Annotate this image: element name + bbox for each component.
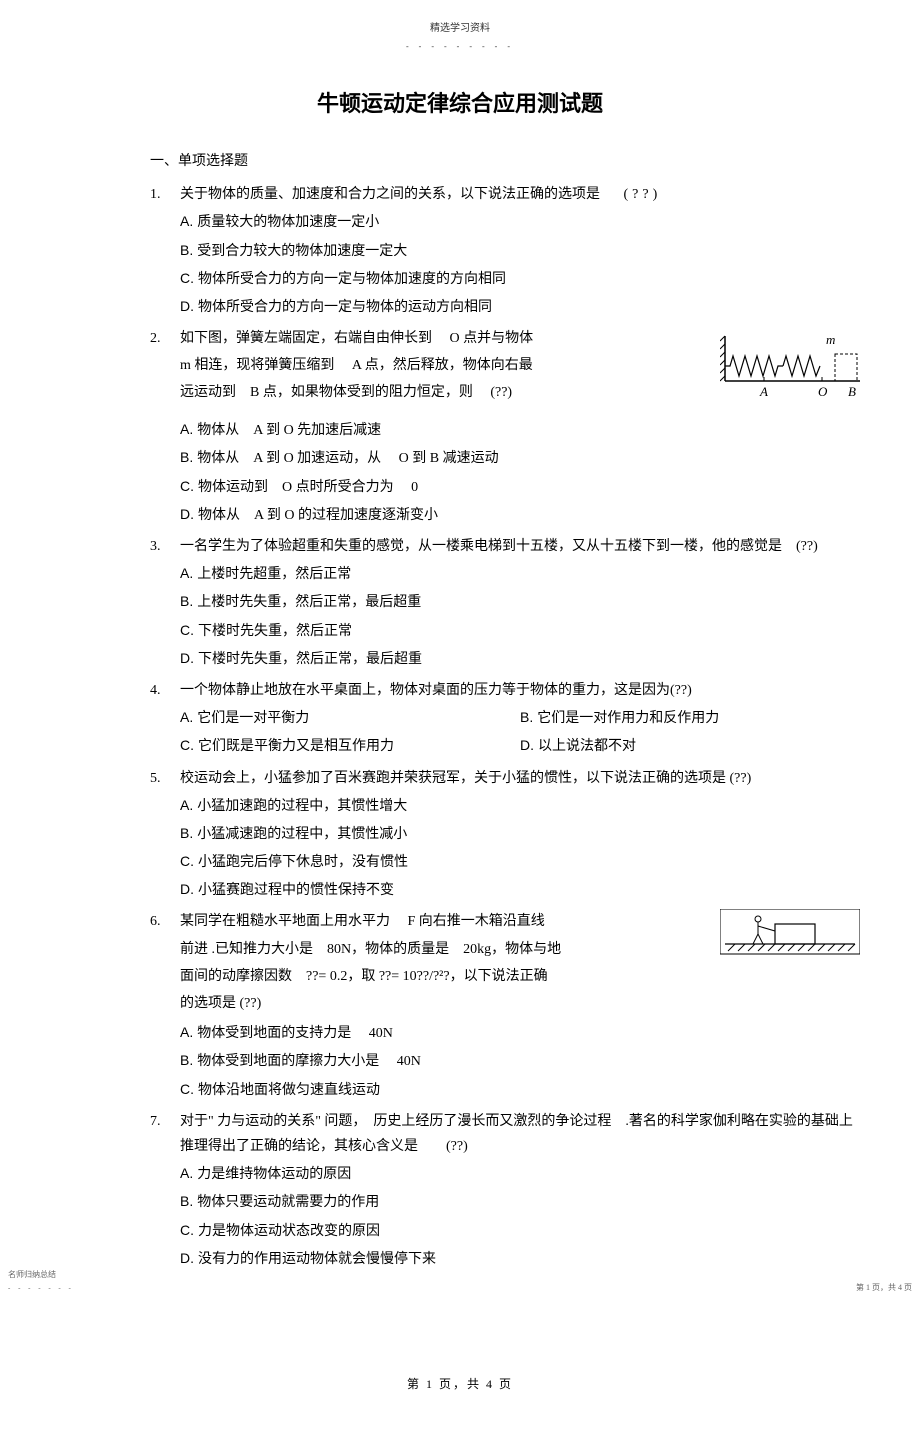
q7-number: 7. [150, 1109, 180, 1274]
q5-option-a: A.小猛加速跑的过程中，其惯性增大 [180, 793, 860, 819]
q2-figure: m A O B [720, 326, 860, 415]
q6-text-line4: 的选项是 (??) [180, 991, 860, 1016]
q5-number: 5. [150, 766, 180, 906]
q3-options: A.上楼时先超重，然后正常 B.上楼时先失重，然后正常，最后超重 C.下楼时先失… [180, 561, 860, 672]
q4-number: 4. [150, 678, 180, 762]
question-1: 1. 关于物体的质量、加速度和合力之间的关系，以下说法正确的选项是 (??) A… [60, 182, 860, 322]
q6-option-c: C.物体沿地面将做匀速直线运动 [180, 1077, 860, 1103]
q5-option-b: B.小猛减速跑的过程中，其惯性减小 [180, 821, 860, 847]
question-6: 6. [60, 909, 860, 1104]
q7-text: 对于" 力与运动的关系" 问题， 历史上经历了漫长而又激烈的争论过程 .著名的科… [180, 1109, 860, 1159]
header-label: 精选学习资料 [60, 20, 860, 38]
q7-option-b: B.物体只要运动就需要力的作用 [180, 1189, 860, 1215]
q6-option-b: B.物体受到地面的摩擦力大小是 40N [180, 1048, 860, 1074]
svg-text:m: m [826, 332, 835, 347]
q6-option-a: A.物体受到地面的支持力是 40N [180, 1020, 860, 1046]
section-heading: 一、单项选择题 [60, 149, 860, 174]
q5-option-d: D.小猛赛跑过程中的惯性保持不变 [180, 877, 860, 903]
q3-number: 3. [150, 534, 180, 674]
page-title: 牛顿运动定律综合应用测试题 [60, 84, 860, 124]
q1-option-a: A.质量较大的物体加速度一定小 [180, 209, 860, 235]
question-4: 4. 一个物体静止地放在水平桌面上，物体对桌面的压力等于物体的重力，这是因为(?… [60, 678, 860, 762]
q4-option-b: B.它们是一对作用力和反作用力 [520, 705, 860, 731]
q3-option-c: C.下楼时先失重，然后正常 [180, 618, 860, 644]
q7-option-d: D.没有力的作用运动物体就会慢慢停下来 [180, 1246, 860, 1272]
q2-option-c: C.物体运动到 O 点时所受合力为 0 [180, 474, 860, 500]
q1-option-d: D.物体所受合力的方向一定与物体的运动方向相同 [180, 294, 860, 320]
question-5: 5. 校运动会上，小猛参加了百米赛跑并荣获冠军，关于小猛的惯性，以下说法正确的选… [60, 766, 860, 906]
svg-text:A: A [759, 384, 768, 399]
q5-option-c: C.小猛跑完后停下休息时，没有惯性 [180, 849, 860, 875]
q7-option-a: A.力是维持物体运动的原因 [180, 1161, 860, 1187]
q4-option-d: D.以上说法都不对 [520, 733, 860, 759]
q4-options: A.它们是一对平衡力 B.它们是一对作用力和反作用力 C.它们既是平衡力又是相互… [180, 705, 860, 761]
q2-option-d: D.物体从 A 到 O 的过程加速度逐渐变小 [180, 502, 860, 528]
q1-text: 关于物体的质量、加速度和合力之间的关系，以下说法正确的选项是 (??) [180, 182, 860, 207]
q1-option-c: C.物体所受合力的方向一定与物体加速度的方向相同 [180, 266, 860, 292]
q3-option-a: A.上楼时先超重，然后正常 [180, 561, 860, 587]
q7-options: A.力是维持物体运动的原因 B.物体只要运动就需要力的作用 C.力是物体运动状态… [180, 1161, 860, 1272]
q4-option-c: C.它们既是平衡力又是相互作用力 [180, 733, 520, 759]
q6-number: 6. [150, 909, 180, 1104]
question-3: 3. 一名学生为了体验超重和失重的感觉，从一楼乘电梯到十五楼，又从十五楼下到一楼… [60, 534, 860, 674]
q1-number: 1. [150, 182, 180, 322]
q3-option-d: D.下楼时先失重，然后正常，最后超重 [180, 646, 860, 672]
q5-options: A.小猛加速跑的过程中，其惯性增大 B.小猛减速跑的过程中，其惯性减小 C.小猛… [180, 793, 860, 904]
q6-options: A.物体受到地面的支持力是 40N B.物体受到地面的摩擦力大小是 40N C.… [180, 1020, 860, 1103]
question-2: 2. m A O [60, 326, 860, 530]
q2-option-b: B.物体从 A 到 O 加速运动，从 O 到 B 减速运动 [180, 445, 860, 471]
q1-options: A.质量较大的物体加速度一定小 B.受到合力较大的物体加速度一定大 C.物体所受… [180, 209, 860, 320]
q7-option-c: C.力是物体运动状态改变的原因 [180, 1218, 860, 1244]
bottom-left-note: 名师归纳总结 - - - - - - - [8, 1268, 74, 1295]
question-7: 7. 对于" 力与运动的关系" 问题， 历史上经历了漫长而又激烈的争论过程 .著… [60, 1109, 860, 1274]
q3-option-b: B.上楼时先失重，然后正常，最后超重 [180, 589, 860, 615]
q4-option-a: A.它们是一对平衡力 [180, 705, 520, 731]
q4-text: 一个物体静止地放在水平桌面上，物体对桌面的压力等于物体的重力，这是因为(??) [180, 678, 860, 703]
q1-option-b: B.受到合力较大的物体加速度一定大 [180, 238, 860, 264]
bottom-right-note: 第 1 页，共 4 页 [856, 1281, 912, 1295]
q2-option-a: A.物体从 A 到 O 先加速后减速 [180, 417, 860, 443]
svg-text:O: O [818, 384, 828, 399]
page-footer: 第 1 页，共 4 页 [60, 1374, 860, 1396]
header-dots: - - - - - - - - - [60, 40, 860, 54]
q2-number: 2. [150, 326, 180, 530]
q2-options: A.物体从 A 到 O 先加速后减速 B.物体从 A 到 O 加速运动，从 O … [180, 417, 860, 528]
q5-text: 校运动会上，小猛参加了百米赛跑并荣获冠军，关于小猛的惯性，以下说法正确的选项是 … [180, 766, 860, 791]
q3-text: 一名学生为了体验超重和失重的感觉，从一楼乘电梯到十五楼，又从十五楼下到一楼，他的… [180, 534, 860, 559]
q6-figure [720, 909, 860, 968]
svg-text:B: B [848, 384, 856, 399]
